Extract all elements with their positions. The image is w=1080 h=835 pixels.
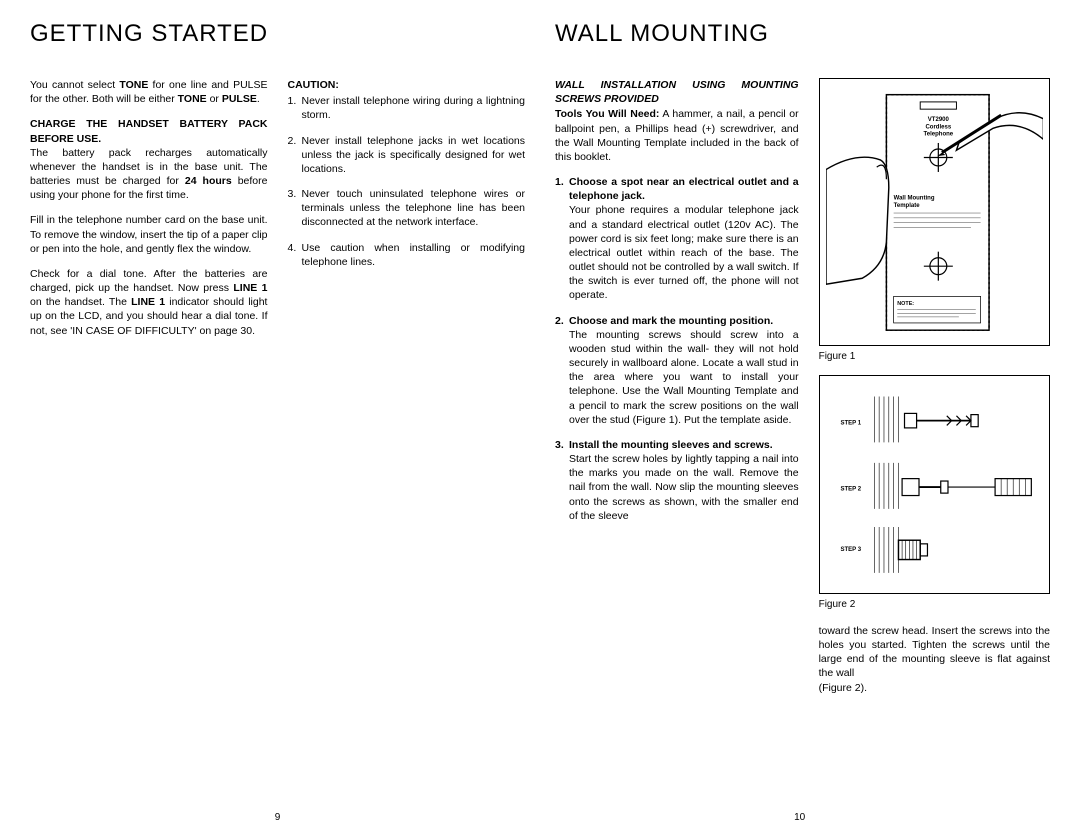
wall-step-2: 2. Choose and mark the mounting position… [555, 314, 799, 427]
svg-text:STEP 2: STEP 2 [840, 487, 861, 493]
figure-2-box: STEP 1 STEP 2 [819, 375, 1050, 594]
page-spread: GETTING STARTED You cannot select TONE f… [0, 0, 1080, 835]
para-tone-pulse: You cannot select TONE for one line and … [30, 78, 268, 106]
svg-text:STEP 3: STEP 3 [840, 547, 861, 553]
para-tools: Tools You Will Need: A hammer, a nail, a… [555, 107, 799, 164]
figure-1-box: VT2900 Cordless Telephone Wall Mounting … [819, 78, 1050, 346]
svg-text:VT2900: VT2900 [927, 117, 949, 123]
heading-getting-started: GETTING STARTED [30, 20, 525, 48]
caution-item-4: 4.Use caution when installing or modifyi… [288, 241, 526, 269]
caution-item-3: 3.Never touch uninsulated telephone wire… [288, 187, 526, 230]
para-dial-tone: Check for a dial tone. After the batteri… [30, 267, 268, 338]
subhead-caution: CAUTION: [288, 78, 526, 92]
right-columns: WALL INSTALLATION USING MOUNTING SCREWS … [555, 78, 1050, 825]
figure-1-caption: Figure 1 [819, 350, 1050, 364]
left-col-1: You cannot select TONE for one line and … [30, 78, 268, 825]
page-number-right: 10 [794, 812, 805, 823]
svg-text:Template: Template [893, 203, 920, 209]
wall-step-3: 3. Install the mounting sleeves and scre… [555, 438, 799, 523]
right-col-1: WALL INSTALLATION USING MOUNTING SCREWS … [555, 78, 799, 825]
caution-item-1: 1.Never install telephone wiring during … [288, 94, 526, 122]
svg-text:Cordless: Cordless [925, 124, 951, 130]
svg-text:Telephone: Telephone [923, 132, 953, 138]
svg-text:STEP 1: STEP 1 [840, 420, 861, 426]
caution-item-2: 2.Never install telephone jacks in wet l… [288, 134, 526, 177]
figure-2-caption: Figure 2 [819, 598, 1050, 612]
figure-2-svg: STEP 1 STEP 2 [826, 382, 1043, 587]
wall-step-1: 1. Choose a spot near an electrical outl… [555, 175, 799, 303]
left-col-2: CAUTION: 1.Never install telephone wirin… [288, 78, 526, 825]
right-col-2: VT2900 Cordless Telephone Wall Mounting … [819, 78, 1050, 825]
heading-wall-mounting: WALL MOUNTING [555, 20, 1050, 48]
subhead-wall-install: WALL INSTALLATION USING MOUNTING SCREWS … [555, 78, 799, 106]
left-columns: You cannot select TONE for one line and … [30, 78, 525, 825]
page-right: WALL MOUNTING WALL INSTALLATION USING MO… [540, 20, 1050, 825]
page-number-left: 9 [275, 812, 281, 823]
figure-1-svg: VT2900 Cordless Telephone Wall Mounting … [826, 85, 1043, 339]
svg-text:Wall Mounting: Wall Mounting [893, 196, 934, 202]
para-number-card: Fill in the telephone number card on the… [30, 213, 268, 256]
page-left: GETTING STARTED You cannot select TONE f… [30, 20, 540, 825]
svg-text:NOTE:: NOTE: [897, 301, 914, 307]
para-toward-screw: toward the screw head. Insert the screws… [819, 624, 1050, 695]
subhead-charge-battery: CHARGE THE HANDSET BATTERY PACK BEFORE U… [30, 117, 268, 202]
